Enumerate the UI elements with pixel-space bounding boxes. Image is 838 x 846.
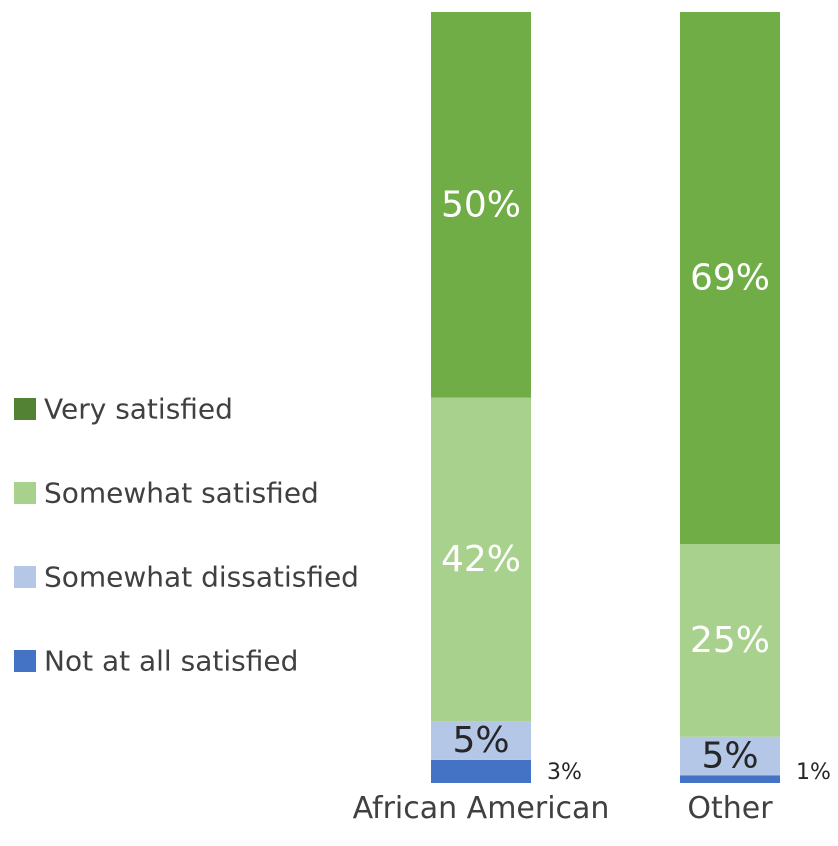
category-axis-labels: African American Other bbox=[353, 791, 774, 826]
legend-swatch-very-satisfied bbox=[14, 398, 36, 420]
legend-item-somewhat-dissatisfied[interactable]: Somewhat dissatisfied bbox=[14, 561, 359, 594]
legend-label-somewhat-dissatisfied: Somewhat dissatisfied bbox=[44, 561, 359, 594]
data-label-african-american-not-at-all-satisfied: 3% bbox=[547, 760, 582, 785]
legend: Very satisfied Somewhat satisfied Somewhat… bbox=[14, 393, 359, 678]
data-label-other-very-satisfied: 69% bbox=[690, 257, 770, 298]
bar-african-american-very-satisfied bbox=[431, 12, 531, 398]
bar-african-american-somewhat-dissatisfied bbox=[431, 721, 531, 760]
bar-other-somewhat-satisfied bbox=[680, 543, 780, 737]
bar-other-not-at-all-satisfied bbox=[680, 775, 780, 783]
category-label-other: Other bbox=[687, 791, 773, 826]
bar-african-american-somewhat-satisfied bbox=[431, 397, 531, 722]
bar-african-american-not-at-all-satisfied bbox=[431, 759, 531, 783]
legend-swatch-somewhat-satisfied bbox=[14, 482, 36, 504]
bar-other-very-satisfied bbox=[680, 12, 780, 544]
legend-item-somewhat-satisfied[interactable]: Somewhat satisfied bbox=[14, 477, 319, 510]
data-label-african-american-somewhat-dissatisfied: 5% bbox=[452, 720, 509, 761]
category-label-african-american: African American bbox=[353, 791, 610, 826]
bar-other-somewhat-dissatisfied bbox=[680, 736, 780, 776]
legend-swatch-not-at-all-satisfied bbox=[14, 650, 36, 672]
legend-item-very-satisfied[interactable]: Very satisfied bbox=[14, 393, 233, 426]
legend-item-not-at-all-satisfied[interactable]: Not at all satisfied bbox=[14, 645, 298, 678]
legend-label-not-at-all-satisfied: Not at all satisfied bbox=[44, 645, 298, 678]
data-label-african-american-somewhat-satisfied: 42% bbox=[441, 539, 521, 580]
legend-swatch-somewhat-dissatisfied bbox=[14, 566, 36, 588]
data-label-other-somewhat-dissatisfied: 5% bbox=[701, 736, 758, 777]
data-label-other-not-at-all-satisfied: 1% bbox=[796, 760, 831, 785]
bar-stack-african-american: 3% 5% 42% 50% bbox=[431, 12, 582, 785]
data-label-african-american-very-satisfied: 50% bbox=[441, 184, 521, 225]
plot-area: 3% 5% 42% 50% 1% 5% 25% 69% bbox=[431, 12, 831, 785]
data-label-other-somewhat-satisfied: 25% bbox=[690, 620, 770, 661]
legend-label-somewhat-satisfied: Somewhat satisfied bbox=[44, 477, 319, 510]
legend-label-very-satisfied: Very satisfied bbox=[44, 393, 233, 426]
bar-stack-other: 1% 5% 25% 69% bbox=[680, 12, 831, 785]
